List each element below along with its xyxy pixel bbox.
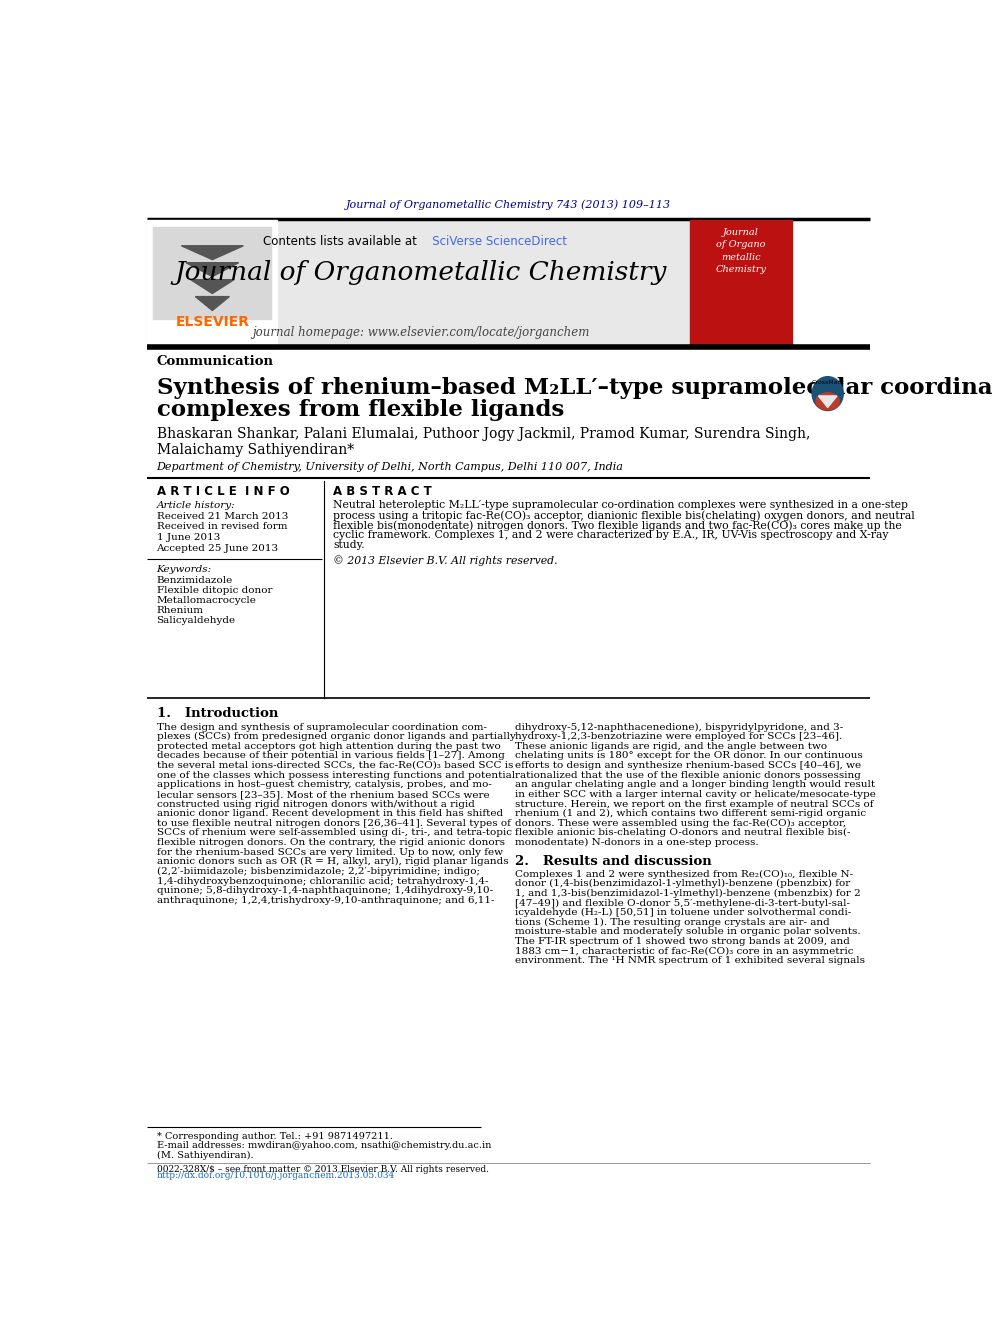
Text: donor (1,4-bis(benzimidazol-1-ylmethyl)-benzene (pbenzbix) for: donor (1,4-bis(benzimidazol-1-ylmethyl)-… — [516, 880, 850, 888]
Text: lecular sensors [23–35]. Most of the rhenium based SCCs were: lecular sensors [23–35]. Most of the rhe… — [157, 790, 489, 799]
Text: efforts to design and synthesize rhenium-based SCCs [40–46], we: efforts to design and synthesize rhenium… — [516, 761, 861, 770]
Text: complexes from flexible ligands: complexes from flexible ligands — [157, 398, 563, 421]
Text: moisture-stable and moderately soluble in organic polar solvents.: moisture-stable and moderately soluble i… — [516, 927, 861, 937]
Text: chelating units is 180° except for the OR donor. In our continuous: chelating units is 180° except for the O… — [516, 751, 863, 761]
Text: 1 June 2013: 1 June 2013 — [157, 533, 220, 542]
Text: study.: study. — [333, 540, 365, 550]
Text: journal homepage: www.elsevier.com/locate/jorganchem: journal homepage: www.elsevier.com/locat… — [252, 325, 589, 339]
Bar — [147, 221, 278, 348]
Text: Flexible ditopic donor: Flexible ditopic donor — [157, 586, 272, 595]
Text: Received 21 March 2013: Received 21 March 2013 — [157, 512, 288, 520]
Bar — [147, 221, 689, 348]
Text: A B S T R A C T: A B S T R A C T — [333, 486, 432, 497]
Text: dihydroxy-5,12-naphthacenedione), bispyridylpyridone, and 3-: dihydroxy-5,12-naphthacenedione), bispyr… — [516, 722, 843, 732]
Text: decades because of their potential in various fields [1–27]. Among: decades because of their potential in va… — [157, 751, 504, 761]
Text: Journal of Organometallic Chemistry: Journal of Organometallic Chemistry — [175, 261, 667, 286]
Text: Contents lists available at: Contents lists available at — [263, 234, 421, 247]
Text: Communication: Communication — [157, 355, 274, 368]
Text: (M. Sathiyendiran).: (M. Sathiyendiran). — [157, 1151, 253, 1160]
Text: for the rhenium-based SCCs are very limited. Up to now, only few: for the rhenium-based SCCs are very limi… — [157, 848, 503, 857]
Text: in either SCC with a larger internal cavity or helicate/mesocate-type: in either SCC with a larger internal cav… — [516, 790, 876, 799]
Text: an angular chelating angle and a longer binding length would result: an angular chelating angle and a longer … — [516, 781, 876, 790]
Text: 1.   Introduction: 1. Introduction — [157, 706, 278, 720]
Text: monodentate) N-donors in a one-step process.: monodentate) N-donors in a one-step proc… — [516, 837, 759, 847]
Text: structure. Herein, we report on the first example of neutral SCCs of: structure. Herein, we report on the firs… — [516, 799, 874, 808]
Text: constructed using rigid nitrogen donors with/without a rigid: constructed using rigid nitrogen donors … — [157, 799, 474, 808]
Text: Keywords:: Keywords: — [157, 565, 211, 574]
Text: quinone; 5,8-dihydroxy-1,4-naphthaquinone; 1,4dihydroxy-9,10-: quinone; 5,8-dihydroxy-1,4-naphthaquinon… — [157, 886, 493, 896]
Text: to use flexible neutral nitrogen donors [26,36–41]. Several types of: to use flexible neutral nitrogen donors … — [157, 819, 511, 828]
Text: CrossMark: CrossMark — [811, 380, 844, 385]
Text: Complexes 1 and 2 were synthesized from Re₂(CO)₁₀, flexible N-: Complexes 1 and 2 were synthesized from … — [516, 869, 853, 878]
Text: hydroxy-1,2,3-benzotriazine were employed for SCCs [23–46].: hydroxy-1,2,3-benzotriazine were employe… — [516, 732, 842, 741]
Text: E-mail addresses: mwdiran@yahoo.com, nsathi@chemistry.du.ac.in: E-mail addresses: mwdiran@yahoo.com, nsa… — [157, 1142, 491, 1151]
Text: 2.   Results and discussion: 2. Results and discussion — [516, 855, 712, 868]
Text: anionic donors such as OR (R = H, alkyl, aryl), rigid planar ligands: anionic donors such as OR (R = H, alkyl,… — [157, 857, 508, 867]
Text: applications in host–guest chemistry, catalysis, probes, and mo-: applications in host–guest chemistry, ca… — [157, 781, 491, 790]
Text: rhenium (1 and 2), which contains two different semi-rigid organic: rhenium (1 and 2), which contains two di… — [516, 810, 866, 818]
Text: Received in revised form: Received in revised form — [157, 523, 287, 532]
Text: flexible anionic bis-chelating O-donors and neutral flexible bis(-: flexible anionic bis-chelating O-donors … — [516, 828, 851, 837]
Text: Synthesis of rhenium–based M₂LL′–type supramolecular coordination: Synthesis of rhenium–based M₂LL′–type su… — [157, 377, 992, 400]
Text: Department of Chemistry, University of Delhi, North Campus, Delhi 110 007, India: Department of Chemistry, University of D… — [157, 462, 623, 472]
Text: one of the classes which possess interesting functions and potential: one of the classes which possess interes… — [157, 770, 515, 779]
Text: tions (Scheme 1). The resulting orange crystals are air- and: tions (Scheme 1). The resulting orange c… — [516, 918, 830, 927]
Text: SciVerse ScienceDirect: SciVerse ScienceDirect — [421, 234, 566, 247]
Bar — [689, 221, 792, 345]
Text: Accepted 25 June 2013: Accepted 25 June 2013 — [157, 544, 279, 553]
Text: Malaichamy Sathiyendiran*: Malaichamy Sathiyendiran* — [157, 443, 354, 456]
Text: protected metal acceptors got high attention during the past two: protected metal acceptors got high atten… — [157, 742, 500, 750]
Polygon shape — [195, 296, 229, 311]
Text: Benzimidazole: Benzimidazole — [157, 577, 233, 585]
Text: ELSEVIER: ELSEVIER — [176, 315, 249, 329]
Text: flexible nitrogen donors. On the contrary, the rigid anionic donors: flexible nitrogen donors. On the contrar… — [157, 837, 505, 847]
Text: The FT-IR spectrum of 1 showed two strong bands at 2009, and: The FT-IR spectrum of 1 showed two stron… — [516, 937, 850, 946]
Text: cyclic framework. Complexes 1, and 2 were characterized by E.A., IR, UV-Vis spec: cyclic framework. Complexes 1, and 2 wer… — [333, 531, 889, 540]
Text: flexible bis(monodentate) nitrogen donors. Two flexible ligands and two fac-Re(C: flexible bis(monodentate) nitrogen donor… — [333, 520, 902, 531]
Text: Journal
of Organo
metallic
Chemistry: Journal of Organo metallic Chemistry — [715, 228, 767, 274]
Text: Metallomacrocycle: Metallomacrocycle — [157, 597, 256, 605]
Text: Journal of Organometallic Chemistry 743 (2013) 109–113: Journal of Organometallic Chemistry 743 … — [346, 200, 671, 210]
Polygon shape — [190, 279, 234, 294]
Text: environment. The ¹H NMR spectrum of 1 exhibited several signals: environment. The ¹H NMR spectrum of 1 ex… — [516, 957, 865, 966]
Text: * Corresponding author. Tel.: +91 9871497211.: * Corresponding author. Tel.: +91 987149… — [157, 1132, 393, 1142]
Text: These anionic ligands are rigid, and the angle between two: These anionic ligands are rigid, and the… — [516, 742, 827, 750]
Text: Article history:: Article history: — [157, 501, 235, 509]
Ellipse shape — [812, 377, 843, 410]
Ellipse shape — [816, 393, 839, 410]
Text: anthraquinone; 1,2,4,trishydroxy-9,10-anthraquinone; and 6,11-: anthraquinone; 1,2,4,trishydroxy-9,10-an… — [157, 896, 494, 905]
Text: rationalized that the use of the flexible anionic donors possessing: rationalized that the use of the flexibl… — [516, 770, 861, 779]
Text: SCCs of rhenium were self-assembled using di-, tri-, and tetra-topic: SCCs of rhenium were self-assembled usin… — [157, 828, 512, 837]
Text: donors. These were assembled using the fac-Re(CO)₃ acceptor,: donors. These were assembled using the f… — [516, 819, 846, 828]
Text: anionic donor ligand. Recent development in this field has shifted: anionic donor ligand. Recent development… — [157, 810, 503, 818]
Text: The design and synthesis of supramolecular coordination com-: The design and synthesis of supramolecul… — [157, 722, 486, 732]
Text: Salicyaldehyde: Salicyaldehyde — [157, 617, 236, 626]
Text: process using a tritopic fac-Re(CO)₃ acceptor, dianionic flexible bis(chelating): process using a tritopic fac-Re(CO)₃ acc… — [333, 509, 915, 520]
Text: the several metal ions-directed SCCs, the fac-Re(CO)₃ based SCC is: the several metal ions-directed SCCs, th… — [157, 761, 513, 770]
Text: http://dx.doi.org/10.1016/j.jorganchem.2013.05.034: http://dx.doi.org/10.1016/j.jorganchem.2… — [157, 1171, 395, 1180]
Text: Rhenium: Rhenium — [157, 606, 203, 615]
Text: 1, and 1,3-bis(benzimidazol-1-ylmethyl)-benzene (mbenzbix) for 2: 1, and 1,3-bis(benzimidazol-1-ylmethyl)-… — [516, 889, 861, 898]
Text: Bhaskaran Shankar, Palani Elumalai, Puthoor Jogy Jackmil, Pramod Kumar, Surendra: Bhaskaran Shankar, Palani Elumalai, Puth… — [157, 427, 809, 442]
Text: A R T I C L E  I N F O: A R T I C L E I N F O — [157, 486, 290, 497]
Bar — [154, 226, 271, 319]
Text: icyaldehyde (H₂-L) [50,51] in toluene under solvothermal condi-: icyaldehyde (H₂-L) [50,51] in toluene un… — [516, 908, 851, 917]
Text: 1,4-dihydroxybenzoquinone; chloranilic acid; tetrahydroxy-1,4-: 1,4-dihydroxybenzoquinone; chloranilic a… — [157, 877, 488, 885]
Polygon shape — [186, 263, 239, 277]
Text: 0022-328X/$ – see front matter © 2013 Elsevier B.V. All rights reserved.: 0022-328X/$ – see front matter © 2013 El… — [157, 1164, 488, 1174]
Text: 1883 cm−1, characteristic of fac-Re(CO)₃ core in an asymmetric: 1883 cm−1, characteristic of fac-Re(CO)₃… — [516, 946, 854, 955]
Polygon shape — [182, 246, 243, 259]
Text: [47–49]) and flexible O-donor 5,5′-methylene-di-3-tert-butyl-sal-: [47–49]) and flexible O-donor 5,5′-methy… — [516, 898, 850, 908]
Polygon shape — [818, 396, 837, 407]
Text: (2,2′-biimidazole; bisbenzimidazole; 2,2′-bipyrimidine; indigo;: (2,2′-biimidazole; bisbenzimidazole; 2,2… — [157, 867, 479, 876]
Text: Neutral heteroleptic M₂LL′-type supramolecular co-ordination complexes were synt: Neutral heteroleptic M₂LL′-type supramol… — [333, 500, 909, 511]
Text: plexes (SCCs) from predesigned organic donor ligands and partially: plexes (SCCs) from predesigned organic d… — [157, 732, 516, 741]
Text: © 2013 Elsevier B.V. All rights reserved.: © 2013 Elsevier B.V. All rights reserved… — [333, 556, 558, 566]
